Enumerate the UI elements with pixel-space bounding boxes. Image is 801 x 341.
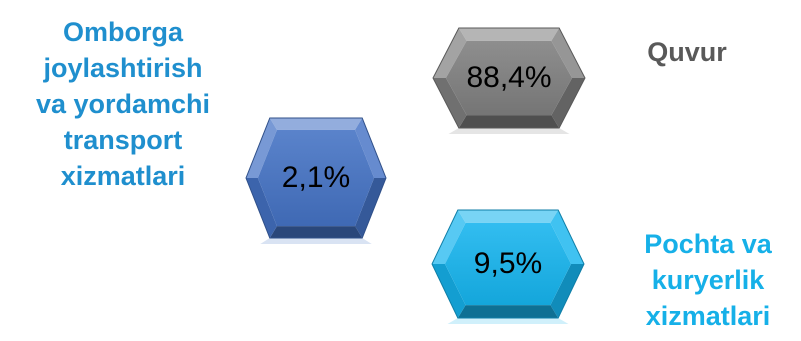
hexagon-bevel-facet — [246, 118, 277, 178]
hexagon-postal: 9,5% — [431, 209, 585, 324]
label-line: kuryerlik — [651, 265, 765, 295]
label-line: xizmatlari — [60, 161, 186, 191]
hexagon-bevel-facet — [457, 305, 559, 318]
hexagon-bevel-facet — [433, 28, 467, 78]
hexagon-shadow — [448, 128, 570, 134]
value-postal: 9,5% — [473, 247, 543, 280]
label-line: Pochta va — [644, 229, 772, 259]
hexagon-bevel-facet — [458, 115, 560, 128]
hexagon-face — [257, 129, 375, 227]
hexagon-warehousing: 2,1% — [245, 117, 387, 244]
hexagon-bevel-facet — [269, 118, 363, 130]
hexagon-bevel-facet — [551, 78, 585, 128]
hexagon-outline — [432, 27, 586, 129]
hexagon-bevel-facet — [458, 28, 560, 41]
label-line: joylashtirish — [43, 53, 203, 83]
hexagon-bevel-facet — [432, 264, 466, 318]
hexagon-shadow — [260, 238, 372, 244]
hexagon-outline — [245, 117, 387, 239]
label-line: transport — [63, 125, 183, 155]
hexagon-bevel-facet — [550, 264, 584, 318]
hexagon-bevel-facet — [355, 118, 386, 178]
hexagon-bevel-facet — [269, 226, 363, 238]
label-line: Quvur — [647, 37, 727, 67]
hexagon-bevel-facet — [246, 178, 277, 238]
value-pipeline: 88,4% — [466, 61, 552, 94]
hexagon-bevel-facet — [433, 78, 467, 128]
hexagon-bevel-facet — [432, 210, 466, 264]
hexagon-face — [445, 40, 573, 116]
label-postal: Pochta va kuryerlik xizmatlari — [608, 226, 801, 334]
hexagon-postal-shape — [431, 209, 585, 324]
label-line: xizmatlari — [645, 301, 771, 331]
hexagon-bevel-facet — [355, 178, 386, 238]
label-warehousing: Omborga joylashtirish va yordamchi trans… — [0, 14, 246, 194]
value-warehousing: 2,1% — [281, 161, 351, 194]
hexagon-shadow — [447, 318, 569, 324]
label-pipeline: Quvur — [612, 34, 762, 70]
hexagon-pipeline-shape — [432, 27, 586, 134]
hexagon-face — [444, 222, 572, 306]
hexagon-warehousing-shape — [245, 117, 387, 244]
hexagon-pipeline: 88,4% — [432, 27, 586, 134]
hexagon-outline — [431, 209, 585, 319]
label-line: va yordamchi — [35, 89, 211, 119]
hexagon-bevel-facet — [457, 210, 559, 223]
hexagon-bevel-facet — [550, 210, 584, 264]
hexagon-bevel-facet — [551, 28, 585, 78]
label-line: Omborga — [62, 17, 183, 47]
